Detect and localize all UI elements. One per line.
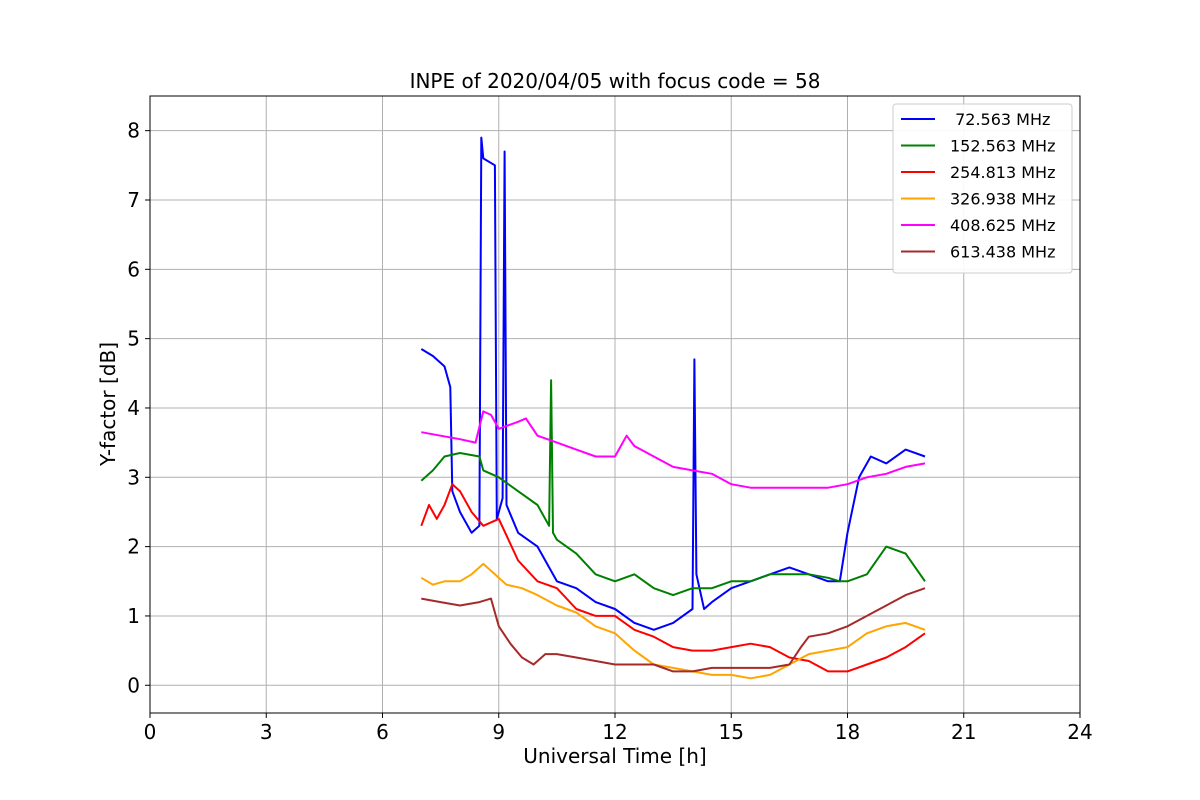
series-line-3 [420, 483, 926, 673]
legend-label: 72.563 MHz [950, 110, 1050, 129]
x-tick-label: 0 [144, 720, 157, 744]
series-line-2 [420, 379, 926, 597]
legend: 72.563 MHz 152.563 MHz 254.813 MHz 326.938 … [892, 103, 1073, 274]
legend-label: 152.563 MHz [950, 137, 1055, 156]
y-tick-label: 8 [127, 119, 140, 143]
series-line-6 [421, 587, 926, 673]
x-tick-label: 15 [719, 720, 744, 744]
y-tick-label: 1 [127, 604, 140, 628]
x-tick-label: 21 [951, 720, 976, 744]
y-tick-label: 2 [127, 535, 140, 559]
series-line-4 [420, 562, 926, 680]
y-tick-label: 0 [127, 673, 140, 697]
x-tick-label: 6 [376, 720, 389, 744]
y-tick-label: 6 [127, 257, 140, 281]
legend-label: 254.813 MHz [950, 163, 1055, 182]
y-axis-label: Y-factor [dB] [96, 342, 120, 467]
x-tick-label: 3 [260, 720, 273, 744]
x-tick-label: 9 [492, 720, 505, 744]
y-tick-label: 4 [127, 396, 140, 420]
y-tick-label: 7 [127, 188, 140, 212]
legend-label: 613.438 MHz [950, 243, 1055, 262]
y-tick-label: 5 [127, 327, 140, 351]
chart-title: INPE of 2020/04/05 with focus code = 58 [410, 69, 821, 93]
x-tick-label: 24 [1067, 720, 1092, 744]
plot-series [420, 136, 926, 680]
legend-label: 408.625 MHz [950, 216, 1055, 235]
series-line-1 [420, 136, 926, 631]
x-axis-label: Universal Time [h] [523, 744, 706, 768]
x-tick-label: 18 [835, 720, 860, 744]
y-tick-label: 3 [127, 465, 140, 489]
x-tick-label: 12 [602, 720, 627, 744]
legend-label: 326.938 MHz [950, 190, 1055, 209]
legend-box [892, 103, 1073, 274]
series-line-5 [421, 410, 926, 489]
